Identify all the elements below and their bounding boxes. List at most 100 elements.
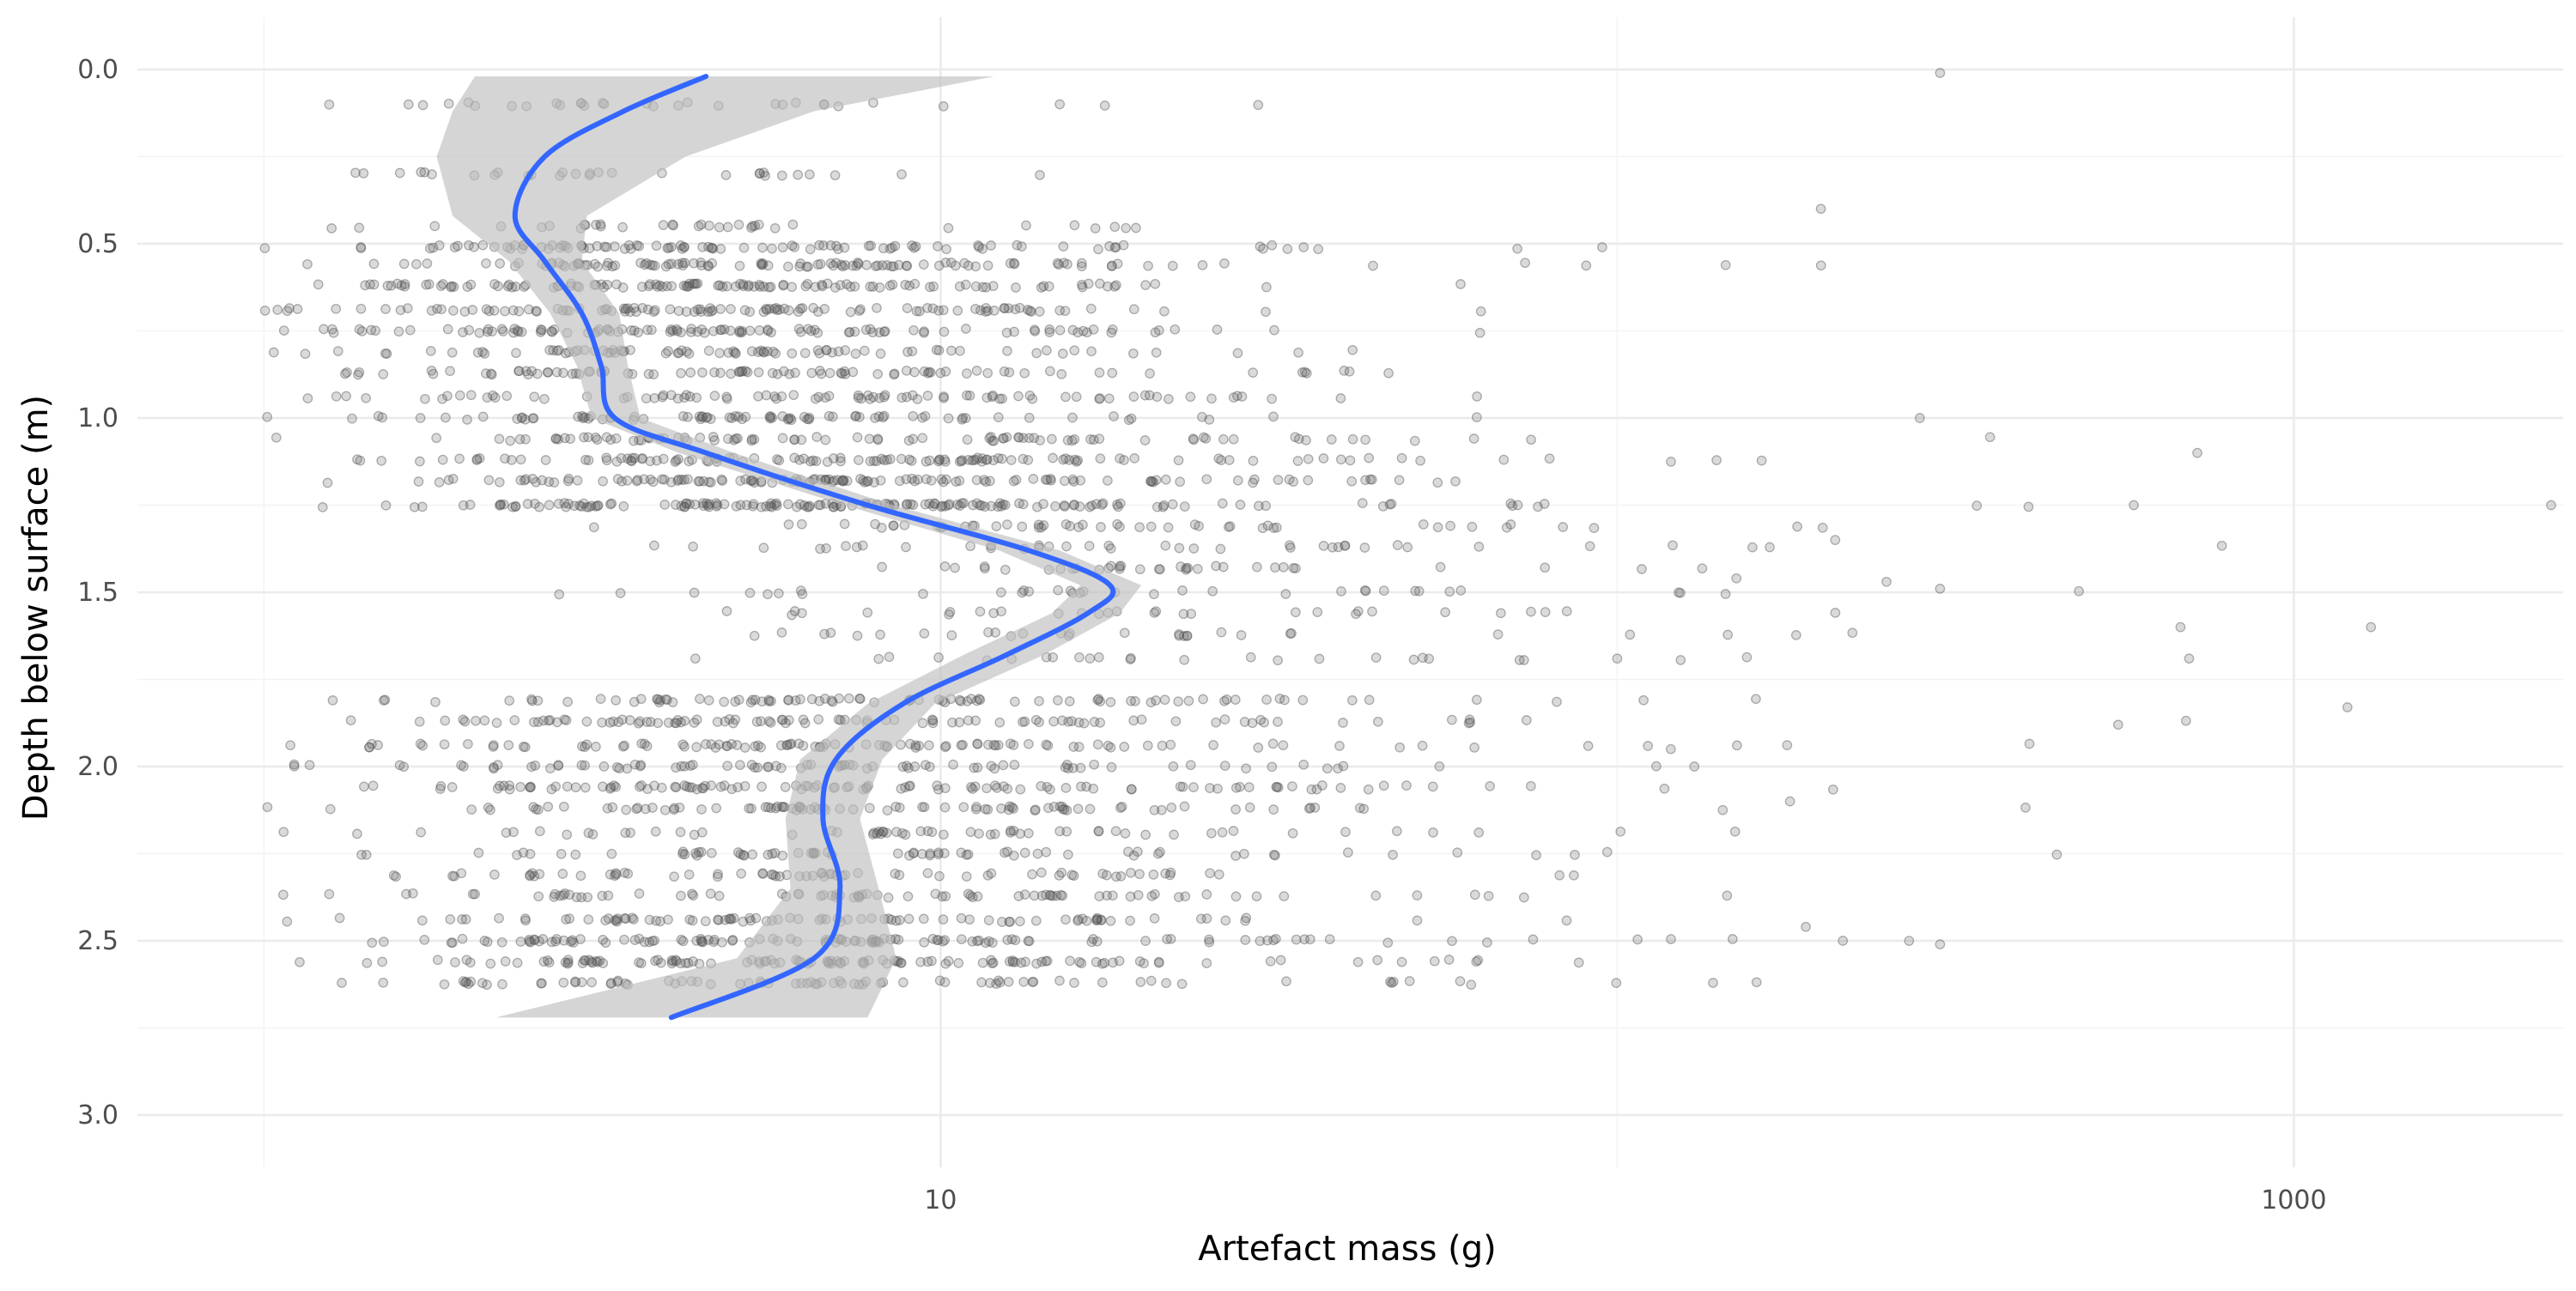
scatter-point (1052, 258, 1063, 269)
scatter-point (789, 606, 800, 616)
scatter-point (509, 324, 520, 334)
scatter-point (581, 739, 592, 750)
scatter-point (1280, 589, 1291, 599)
scatter-point (702, 500, 714, 511)
scatter-point (701, 498, 712, 509)
scatter-point (621, 804, 632, 815)
scatter-point (723, 433, 733, 445)
scatter-point (934, 870, 945, 882)
scatter-point (519, 282, 530, 292)
scatter-point (331, 303, 342, 314)
scatter-point (1219, 761, 1230, 771)
scatter-point (607, 261, 617, 272)
scatter-point (1175, 781, 1186, 792)
scatter-point (1189, 519, 1200, 530)
scatter-point (1139, 435, 1151, 445)
scatter-point (1418, 652, 1428, 664)
scatter-point (1038, 281, 1049, 292)
scatter-point (1286, 628, 1297, 639)
scatter-point (611, 762, 623, 773)
scatter-point (1166, 802, 1177, 813)
scatter-point (752, 762, 763, 773)
scatter-point (516, 413, 527, 423)
scatter-point (730, 281, 741, 292)
scatter-point (908, 433, 919, 445)
scatter-point (1268, 411, 1279, 422)
scatter-point (1170, 716, 1182, 727)
scatter-point (1204, 415, 1215, 425)
scatter-point (1134, 956, 1145, 967)
scatter-point (534, 501, 544, 512)
scatter-point (777, 242, 788, 253)
scatter-point (875, 349, 886, 359)
scatter-point (1507, 500, 1518, 512)
scatter-point (778, 280, 789, 291)
scatter-point (787, 219, 799, 230)
scatter-point (1075, 762, 1086, 773)
scatter-point (1291, 607, 1301, 618)
scatter-point (1061, 826, 1072, 837)
scatter-point (1815, 260, 1826, 271)
scatter-point (435, 281, 447, 291)
scatter-point (989, 828, 1000, 839)
scatter-point (610, 241, 620, 252)
scatter-point (601, 452, 612, 464)
scatter-point (825, 258, 836, 269)
scatter-point (428, 368, 439, 379)
scatter-point (790, 695, 801, 706)
scatter-point (1083, 278, 1094, 289)
scatter-point (1043, 803, 1054, 814)
scatter-point (830, 258, 841, 269)
scatter-point (1010, 696, 1020, 707)
scatter-point (845, 306, 856, 318)
scatter-point (769, 391, 780, 402)
scatter-point (485, 804, 495, 815)
scatter-point (1034, 717, 1044, 728)
scatter-point (1165, 934, 1176, 944)
scatter-point (1584, 541, 1595, 552)
scatter-point (1105, 916, 1116, 926)
scatter-point (726, 784, 738, 795)
scatter-point (1198, 694, 1208, 705)
scatter-point (1573, 957, 1584, 968)
scatter-point (1057, 802, 1068, 812)
scatter-point (612, 977, 623, 988)
scatter-point (691, 784, 702, 795)
scatter-point (1097, 500, 1108, 510)
scatter-point (510, 500, 521, 512)
scatter-point (361, 392, 372, 403)
scatter-point (1384, 499, 1395, 510)
scatter-point (1218, 433, 1229, 445)
scatter-point (337, 978, 347, 988)
scatter-point (772, 801, 783, 812)
scatter-point (848, 367, 859, 378)
scatter-point (425, 243, 435, 254)
scatter-point (684, 499, 695, 510)
scatter-point (1030, 915, 1042, 926)
scatter-point (637, 452, 647, 464)
scatter-point (957, 739, 968, 750)
scatter-point (629, 759, 641, 770)
scatter-point (629, 302, 640, 313)
scatter-point (878, 455, 890, 465)
scatter-point (355, 243, 367, 253)
scatter-point (558, 367, 568, 379)
scatter-point (1018, 433, 1029, 444)
scatter-point (575, 934, 586, 944)
y-tick-label: 1.5 (77, 578, 118, 608)
scatter-point (688, 760, 698, 770)
scatter-point (746, 760, 757, 770)
scatter-point (553, 499, 564, 509)
scatter-point (944, 609, 954, 620)
scatter-point (1388, 850, 1398, 860)
scatter-point (282, 306, 293, 317)
scatter-point (1125, 654, 1136, 664)
scatter-point (635, 761, 646, 772)
scatter-point (1056, 867, 1067, 878)
scatter-point (473, 847, 484, 858)
scatter-point (464, 324, 475, 336)
scatter-point (576, 760, 587, 771)
scatter-point (430, 697, 440, 707)
scatter-point (355, 455, 366, 466)
scatter-point (544, 957, 555, 968)
